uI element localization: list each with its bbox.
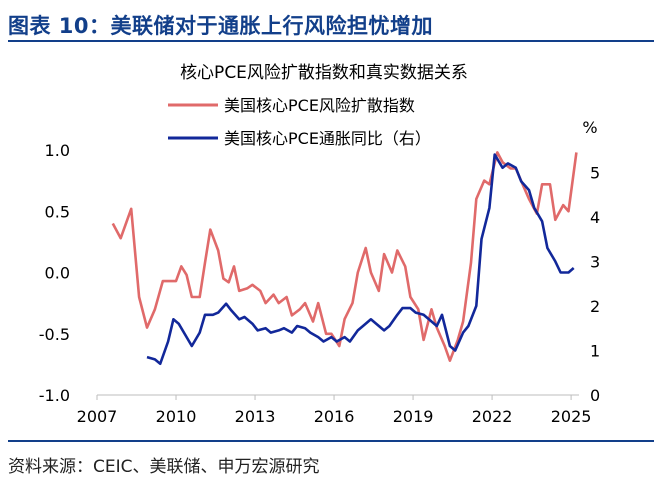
left-tick-label: 0.5 <box>45 202 70 221</box>
series-line-risk-index <box>111 151 578 362</box>
right-axis-unit: % <box>582 118 597 137</box>
legend-label-index: 美国核心PCE风险扩散指数 <box>224 96 415 115</box>
footer-rule <box>8 440 654 442</box>
right-axis-ticks: 5 4 3 2 1 0 <box>590 163 600 405</box>
series-line-core-pce-yoy <box>146 153 575 366</box>
legend-label-inflation: 美国核心PCE通胀同比（右） <box>224 129 431 148</box>
right-tick-label: 0 <box>590 386 600 405</box>
x-tick-label: 2013 <box>235 407 276 426</box>
right-tick-label: 4 <box>590 208 600 227</box>
x-axis-ticks: 2007 2010 2013 2016 2019 2022 2025 <box>77 395 592 426</box>
right-tick-label: 1 <box>590 341 600 360</box>
x-tick-label: 2025 <box>551 407 592 426</box>
left-tick-label: 0.0 <box>45 264 70 283</box>
left-tick-label: 1.0 <box>45 141 70 160</box>
left-tick-label: -1.0 <box>39 386 70 405</box>
legend: 美国核心PCE风险扩散指数 美国核心PCE通胀同比（右） <box>168 96 431 148</box>
right-tick-label: 2 <box>590 297 600 316</box>
left-axis-ticks: 1.0 0.5 0.0 -0.5 -1.0 <box>39 141 70 405</box>
figure-heading: 图表 10：美联储对于通胀上行风险担忧增加 <box>8 14 434 38</box>
source-note: 资料来源：CEIC、美联储、申万宏源研究 <box>8 457 320 477</box>
x-tick-label: 2022 <box>472 407 513 426</box>
x-tick-label: 2019 <box>393 407 434 426</box>
line-chart: 核心PCE风险扩散指数和真实数据关系 美国核心PCE风险扩散指数 美国核心PCE… <box>39 63 600 426</box>
x-tick-label: 2016 <box>314 407 355 426</box>
x-tick-label: 2010 <box>156 407 197 426</box>
heading-rule <box>8 40 654 42</box>
right-tick-label: 5 <box>590 163 600 182</box>
chart-title: 核心PCE风险扩散指数和真实数据关系 <box>180 63 468 83</box>
left-tick-label: -0.5 <box>39 325 70 344</box>
x-tick-label: 2007 <box>77 407 118 426</box>
right-tick-label: 3 <box>590 252 600 271</box>
